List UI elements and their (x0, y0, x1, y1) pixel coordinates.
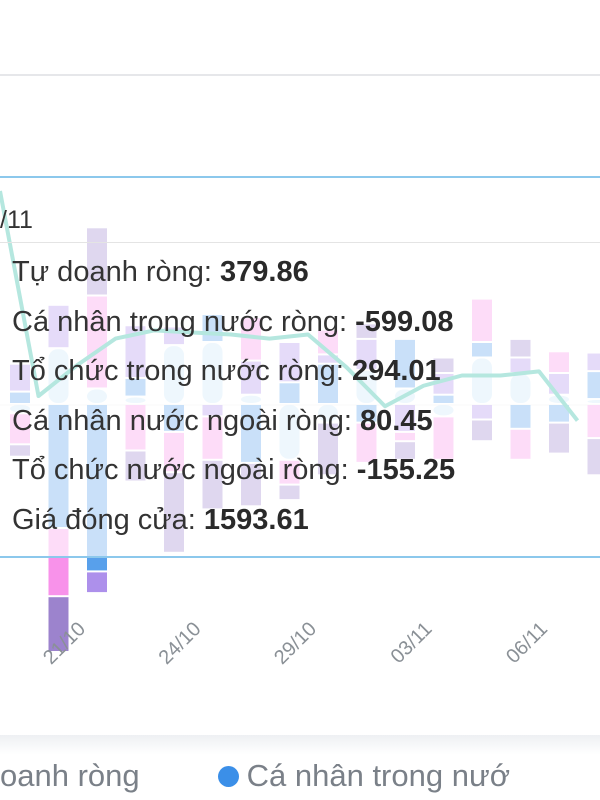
tooltip-row: Cá nhân nước ngoài ròng: 80.45 (12, 397, 455, 447)
tooltip-label: Tổ chức nước ngoài ròng: (12, 454, 357, 486)
tooltip-value: 379.86 (220, 256, 309, 288)
tooltip-row: Tổ chức nước ngoài ròng: -155.25 (12, 446, 455, 496)
tooltip-value: 294.01 (351, 355, 441, 387)
chart-tooltip: /11 Tự doanh ròng: 379.86 Cá nhân trong n… (0, 176, 600, 558)
tooltip-row: Tổ chức trong nước ròng: 294.01 (12, 347, 455, 397)
tooltip-value: 1593.61 (203, 503, 309, 536)
tooltip-row: Giá đóng cửa: 1593.61 (12, 496, 455, 546)
bar-segment[interactable] (87, 572, 107, 593)
x-tick-label: 03/11 (387, 618, 437, 668)
panel-divider (0, 74, 600, 76)
legend-band (0, 735, 600, 800)
x-tick-label: 24/10 (155, 618, 206, 669)
tooltip-row: Tự doanh ròng: 379.86 (12, 248, 455, 298)
legend-item-tu-doanh[interactable]: oanh ròng (0, 758, 140, 793)
tooltip-divider (0, 242, 600, 243)
legend-item-ca-nhan-trong-nuoc[interactable]: Cá nhân trong nướ (246, 758, 511, 793)
chart-legend: oanh ròng Cá nhân trong nướ (0, 758, 510, 794)
x-tick-label: 06/11 (502, 618, 552, 668)
legend-dot-icon (217, 765, 239, 787)
tooltip-label: Tự doanh ròng: (12, 256, 221, 288)
tooltip-row: Cá nhân trong nước ròng: -599.08 (12, 298, 455, 348)
tooltip-value: -599.08 (355, 305, 454, 338)
bar-segment[interactable] (48, 597, 69, 651)
tooltip-label: Cá nhân trong nước ròng: (12, 305, 356, 338)
x-tick-label: 29/10 (270, 618, 321, 669)
tooltip-label: Giá đóng cửa: (12, 503, 204, 536)
tooltip-label: Cá nhân nước ngoài ròng: (12, 404, 360, 437)
tooltip-value: -155.25 (356, 454, 456, 486)
tooltip-label: Tổ chức trong nước ròng: (12, 355, 352, 387)
tooltip-value: 80.45 (360, 404, 433, 437)
tooltip-date: /11 (0, 206, 33, 234)
